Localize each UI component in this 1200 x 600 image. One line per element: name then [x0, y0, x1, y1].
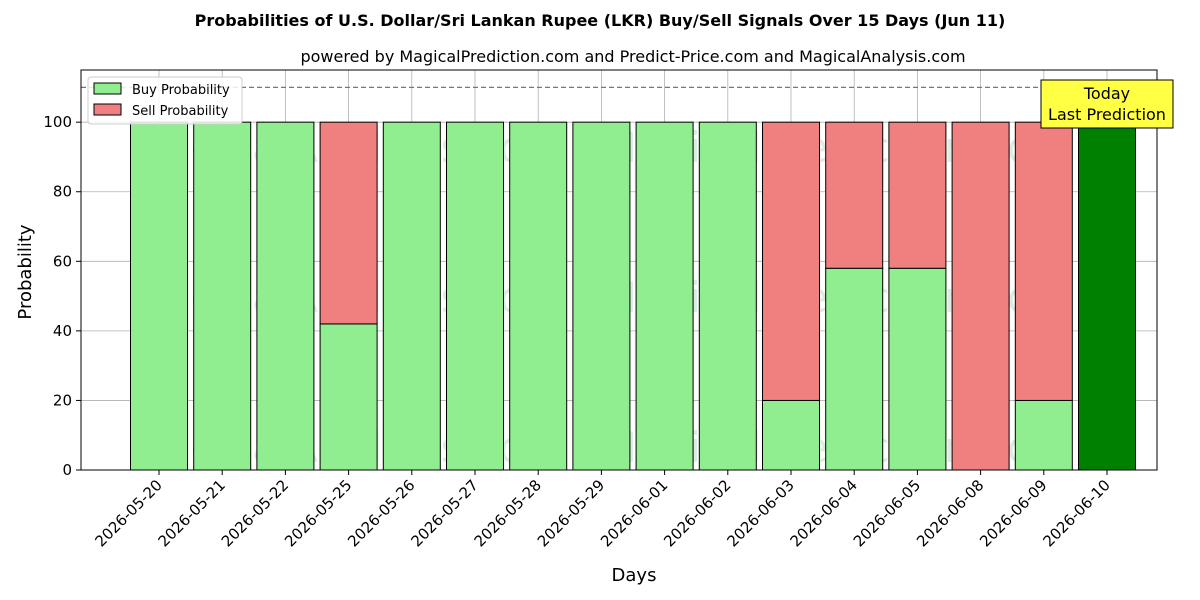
buy-bar	[509, 121, 568, 471]
today-annotation-line1: Today	[1083, 84, 1130, 103]
legend-buy-label: Buy Probability	[132, 83, 230, 98]
sell-bar	[825, 121, 884, 269]
legend-sell-label: Sell Probability	[132, 104, 229, 119]
x-tick-label: 2026-06-03	[723, 476, 797, 550]
buy-bar	[1014, 399, 1073, 471]
x-tick-label: 2026-06-09	[976, 476, 1050, 550]
plot-frame	[80, 69, 1158, 471]
y-tick-label: 60	[53, 252, 72, 270]
x-tick-label: 2026-06-10	[1039, 476, 1113, 550]
x-tick-label: 2026-05-22	[218, 476, 292, 550]
today-annotation-line2: Last Prediction	[1048, 105, 1166, 124]
buy-bar	[635, 121, 694, 471]
y-tick-label: 80	[53, 183, 72, 201]
sell-bar	[1014, 121, 1073, 401]
sell-bar	[319, 121, 378, 325]
buy-bar	[193, 121, 252, 471]
y-tick-label: 20	[53, 391, 72, 409]
sell-bar	[762, 121, 820, 401]
buy-bar	[698, 121, 757, 471]
buy-bar	[888, 267, 947, 471]
sell-bar	[951, 121, 1010, 471]
x-tick-label: 2026-06-04	[787, 476, 861, 550]
chart-subtitle: powered by MagicalPrediction.com and Pre…	[300, 47, 965, 66]
x-tick-label: 2026-05-27	[407, 476, 481, 550]
legend: Buy Probability Sell Probability	[87, 76, 243, 125]
x-tick-label: 2026-06-01	[597, 476, 671, 550]
x-tick-label: 2026-05-28	[471, 476, 545, 550]
today-annotation: Today Last Prediction	[1040, 79, 1174, 129]
x-tick-label: 2026-06-02	[660, 476, 734, 550]
buy-bar	[572, 121, 631, 471]
y-tick-label: 100	[43, 113, 72, 131]
buy-bar	[762, 399, 820, 471]
buy-bar	[256, 121, 315, 471]
sell-bar	[888, 121, 947, 269]
buy-bar	[825, 267, 884, 471]
buy-bar	[319, 323, 378, 471]
y-tick-label: 40	[53, 322, 72, 340]
legend-sell-swatch	[93, 103, 122, 116]
x-tick-label: 2026-05-26	[344, 476, 418, 550]
x-tick-label: 2026-05-29	[534, 476, 608, 550]
y-tick-label: 0	[62, 461, 72, 479]
legend-buy-swatch	[93, 82, 122, 95]
y-axis-ticks: 0 20 40 60 80 100	[43, 113, 81, 479]
chart-title: Probabilities of U.S. Dollar/Sri Lankan …	[195, 11, 1006, 30]
x-tick-label: 2026-06-08	[913, 476, 987, 550]
x-axis-label: Days	[612, 565, 657, 586]
bars	[130, 121, 1136, 471]
x-tick-label: 2026-05-20	[91, 476, 165, 550]
x-tick-label: 2026-05-21	[155, 476, 229, 550]
today-annotation-box	[1040, 79, 1174, 129]
y-axis-label: Probability	[15, 224, 36, 319]
x-tick-label: 2026-05-25	[281, 476, 355, 550]
x-tick-label: 2026-06-05	[850, 476, 924, 550]
legend-box	[87, 76, 243, 125]
buy-bar	[446, 121, 504, 471]
x-axis-ticks: 2026-05-202026-05-212026-05-222026-05-25…	[91, 470, 1114, 550]
buy-bar	[130, 121, 188, 471]
buy-bar	[1078, 121, 1136, 471]
buy-bar	[382, 121, 441, 471]
